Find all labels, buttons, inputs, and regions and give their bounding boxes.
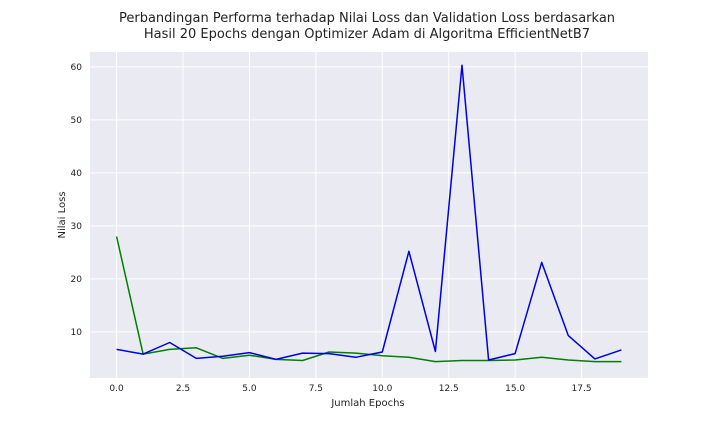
x-axis-label: Jumlah Epochs: [330, 398, 404, 409]
y-tick-label: 50: [71, 116, 83, 126]
series-line-2: [116, 64, 622, 361]
x-tick-label: 0.0: [109, 384, 124, 394]
x-tick-label: 2.5: [176, 384, 190, 394]
x-tick-label: 10.0: [372, 384, 392, 394]
x-tick-label: 15.0: [505, 384, 525, 394]
y-tick-label: 10: [71, 328, 83, 338]
x-tick-label: 7.5: [309, 384, 323, 394]
x-tick-label: 17.5: [572, 384, 592, 394]
y-tick-label: 30: [71, 222, 83, 232]
y-tick-label: 20: [71, 275, 83, 285]
chart-title-line-1: Perbandingan Performa terhadap Nilai Los…: [119, 11, 615, 26]
y-axis-label: Nilai Loss: [57, 191, 68, 238]
x-tick-label: 12.5: [439, 384, 459, 394]
plot-area: [90, 52, 648, 378]
chart-title-line-2: Hasil 20 Epochs dengan Optimizer Adam di…: [144, 27, 590, 42]
series-lines: [115, 64, 622, 363]
y-tick-label: 40: [71, 169, 83, 179]
x-tick-label: 5.0: [242, 384, 257, 394]
tick-labels: 0.0 2.5 5.0 7.5 10.0 12.5 15.0 17.5 10 20 30 40 50 60: [71, 63, 592, 394]
y-tick-label: 60: [71, 63, 83, 73]
